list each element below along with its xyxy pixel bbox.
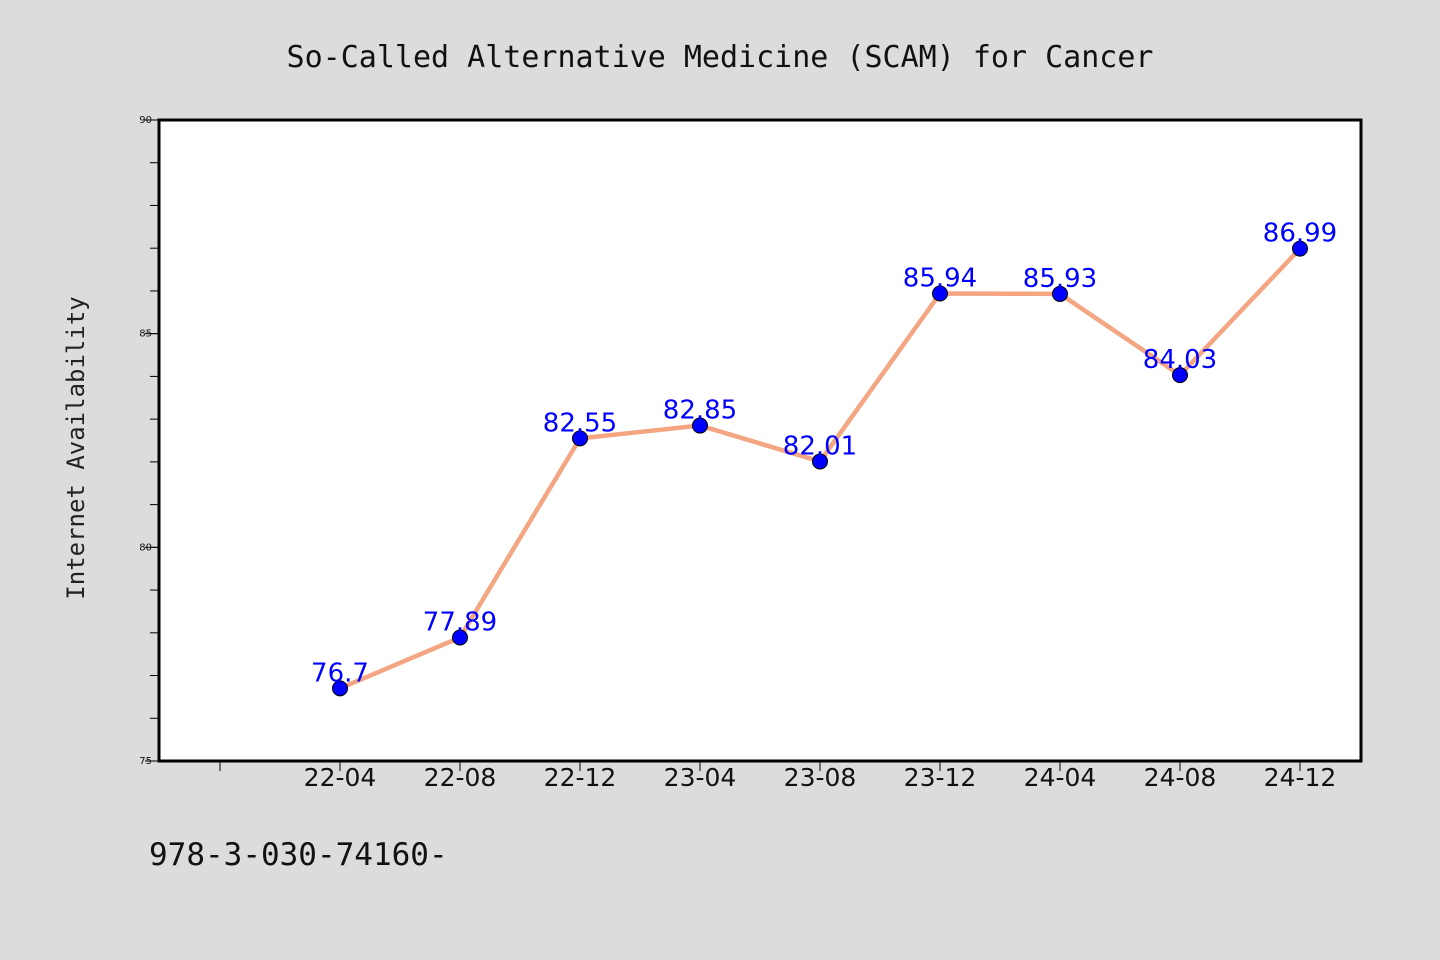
x-tick-label: 22-04 — [304, 763, 377, 792]
data-label: 84.03 — [1143, 345, 1217, 375]
data-point — [1052, 285, 1068, 302]
data-label: 82.85 — [663, 396, 737, 426]
x-tick-label: 23-04 — [664, 763, 737, 792]
footer-text: 978-3-030-74160- — [149, 837, 448, 873]
x-tick-label: 22-12 — [544, 763, 617, 792]
series-layer: 76.7 77.89 82.55 82.85 82.01 85.94 85.93 84.03 8… — [311, 219, 1337, 697]
x-tick-label: 24-04 — [1024, 763, 1097, 792]
chart-title: So-Called Alternative Medicine (SCAM) fo… — [287, 40, 1154, 75]
data-point — [1292, 240, 1308, 257]
data-label: 82.55 — [543, 408, 617, 438]
y-tick-label: 90 — [139, 115, 152, 126]
y-tick-label: 85 — [139, 329, 152, 340]
x-tick-label: 22-08 — [424, 763, 497, 792]
data-point — [932, 285, 948, 302]
axis-ticks: 75 80 85 90 22-04 22-08 22-12 23-04 23-08 23-12 24… — [139, 115, 1336, 792]
data-point — [332, 680, 348, 697]
y-tick-label: 80 — [139, 542, 152, 553]
data-point — [572, 430, 588, 447]
x-tick-label: 24-08 — [1144, 763, 1217, 792]
data-label: 85.93 — [1023, 264, 1097, 294]
y-tick-label: 75 — [139, 756, 152, 767]
data-label: 76.7 — [311, 658, 369, 688]
data-point — [1172, 367, 1188, 384]
data-point — [452, 629, 468, 646]
data-label: 86.99 — [1263, 219, 1337, 249]
data-label: 82.01 — [783, 431, 857, 461]
plot-frame — [157, 118, 1363, 763]
x-tick-label: 24-12 — [1264, 763, 1337, 792]
x-tick-label: 23-08 — [784, 763, 857, 792]
y-axis-label: Internet Availability — [62, 296, 90, 599]
plot-area — [159, 120, 1361, 761]
data-point — [692, 417, 708, 434]
data-point — [812, 453, 828, 470]
x-tick-label: 23-12 — [904, 763, 977, 792]
data-label: 85.94 — [903, 263, 977, 293]
data-label: 77.89 — [423, 608, 497, 638]
